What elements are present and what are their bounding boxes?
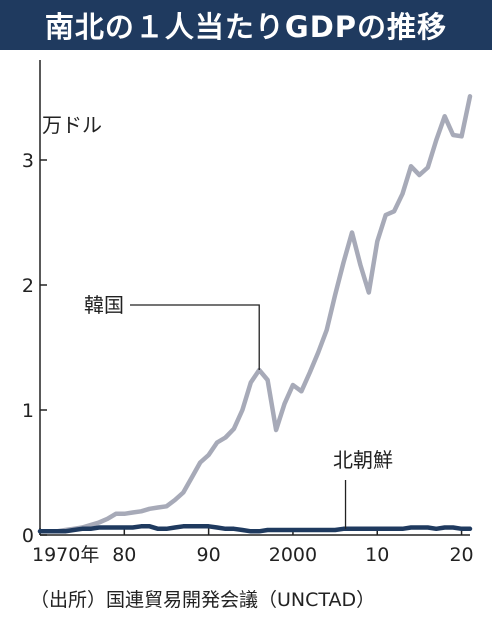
x-tick-label: 2000 (269, 544, 317, 566)
axes (39, 60, 470, 536)
x-tick-label: 10 (365, 544, 389, 566)
y-tick-label: 0 (22, 525, 34, 547)
chart-title: 南北の１人当たりGDPの推移 (0, 0, 492, 50)
series-line-north-korea (37, 524, 473, 534)
y-ticks: 0 1 2 3 (22, 150, 47, 547)
source-note: （出所）国連貿易開発会議（UNCTAD） (30, 589, 375, 611)
annotation-label-south-korea: 韓国 (84, 293, 124, 317)
x-tick-label: 80 (112, 544, 136, 566)
x-tick-label: 90 (197, 544, 221, 566)
series-line-south-korea (37, 94, 473, 534)
y-tick-label: 1 (22, 400, 34, 422)
series-layer (37, 94, 473, 534)
x-tick-label: 1970年 (32, 544, 99, 566)
x-ticks: 1970年 80 90 2000 10 20 (32, 528, 474, 566)
x-tick-label: 20 (449, 544, 473, 566)
y-tick-label: 2 (22, 275, 34, 297)
annotation-leader-south-korea (130, 304, 260, 370)
y-tick-label: 3 (22, 150, 34, 172)
annotation-label-north-korea: 北朝鮮 (333, 448, 393, 472)
y-axis-unit-label: 万ドル (42, 113, 102, 137)
